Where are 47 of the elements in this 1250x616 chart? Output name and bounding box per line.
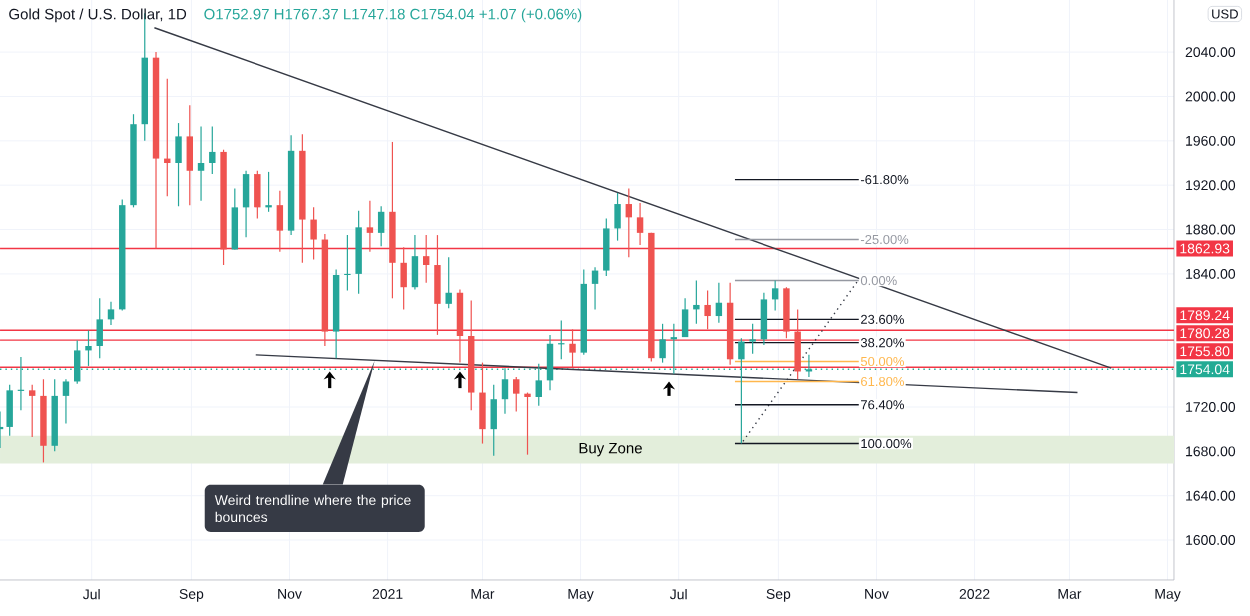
candlestick	[681, 297, 689, 338]
candlestick	[456, 288, 464, 364]
candlestick	[310, 206, 317, 261]
candlestick	[422, 234, 430, 284]
candlestick	[715, 282, 723, 324]
candlestick	[197, 125, 205, 202]
candlestick	[569, 328, 576, 368]
candlestick	[355, 210, 362, 295]
candlestick	[603, 217, 610, 277]
candlestick	[209, 125, 216, 175]
candlestick	[513, 376, 520, 413]
candlestick	[524, 391, 531, 456]
candlestick	[659, 323, 666, 364]
candlestick	[96, 297, 103, 359]
candlestick	[377, 205, 385, 247]
candlestick	[693, 279, 700, 325]
candlestick	[242, 170, 250, 238]
candlestick	[254, 170, 261, 220]
candlestick	[62, 378, 70, 425]
candlestick	[434, 234, 441, 336]
candlestick	[479, 362, 486, 445]
candlestick	[771, 279, 779, 312]
candlestick	[490, 384, 497, 457]
candlestick	[411, 234, 419, 291]
candlestick	[636, 202, 644, 246]
candlestick	[186, 104, 193, 206]
candlestick	[85, 329, 92, 367]
candlestick	[749, 323, 756, 355]
candlestick	[794, 308, 801, 380]
candlestick	[175, 122, 182, 207]
candlestick	[704, 289, 711, 330]
candlestick	[760, 292, 768, 346]
candlestick	[400, 246, 407, 310]
candlestick	[614, 192, 621, 242]
candlestick	[366, 200, 374, 253]
candlestick	[6, 384, 13, 437]
candlestick	[231, 187, 239, 251]
candlestick	[28, 384, 36, 438]
candlestick	[445, 256, 452, 309]
candlestick	[625, 187, 633, 258]
candlestick	[591, 266, 599, 310]
candlestick	[265, 171, 272, 213]
candlestick	[276, 190, 284, 253]
candlestick	[344, 234, 351, 292]
candlestick	[783, 286, 790, 339]
candlestick	[107, 301, 115, 326]
candlestick	[535, 363, 542, 407]
